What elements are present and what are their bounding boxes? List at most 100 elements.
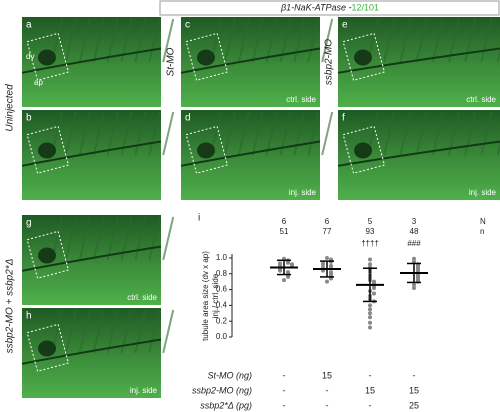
somite [431, 111, 444, 156]
panel-label: i [198, 213, 200, 224]
somite [106, 111, 119, 156]
somite [415, 18, 428, 63]
data-point [368, 325, 372, 330]
row-label: St-MO [166, 47, 177, 76]
data-point [290, 263, 294, 268]
data-point [325, 255, 329, 260]
somite [78, 18, 91, 63]
somite [92, 216, 105, 261]
somite [307, 18, 320, 63]
roi-box [342, 125, 386, 174]
data-point [368, 315, 372, 320]
condition-label: ssbp2-MO (ng) [192, 385, 252, 395]
y-axis-label: tubule area size (dv x ap) [201, 251, 210, 341]
gut-line [21, 47, 162, 74]
condition-label: ssbp2*Δ (pg) [200, 400, 252, 410]
y-tick-label: 0.0 [216, 332, 228, 341]
somite [162, 111, 175, 156]
somite [148, 18, 161, 63]
somite [251, 111, 264, 156]
roi-box [26, 230, 70, 279]
row-label: Uninjected [5, 84, 16, 132]
side-label: inj. side [469, 188, 497, 197]
pronephros [38, 340, 56, 357]
gut-line [180, 140, 321, 167]
N-label: N [480, 217, 486, 226]
gut-line [21, 140, 162, 167]
gut-line [21, 245, 162, 272]
pronephros [197, 49, 215, 66]
data-point [368, 262, 372, 267]
n-value: 93 [366, 227, 375, 236]
data-point [372, 291, 376, 296]
somite [106, 309, 119, 354]
somite [265, 18, 278, 63]
y-tick-label: 0.6 [216, 285, 228, 294]
pronephros [197, 142, 215, 159]
somite [415, 111, 428, 156]
side-label: inj. side [130, 386, 158, 395]
somite [399, 18, 412, 63]
gut-line [180, 47, 321, 74]
somite [480, 18, 493, 63]
somite [237, 111, 250, 156]
somite [92, 309, 105, 354]
condition-value: - [326, 385, 329, 395]
condition-value: - [283, 400, 286, 410]
condition-value: 15 [409, 385, 419, 395]
data-point [372, 285, 376, 290]
somite [134, 216, 147, 261]
somite [64, 309, 77, 354]
somite [293, 18, 306, 63]
somite [92, 18, 105, 63]
header-count: 12/101 [351, 3, 379, 13]
gut-line [337, 140, 500, 167]
significance: ### [407, 239, 421, 248]
pronephros [38, 142, 56, 159]
data-point [286, 274, 290, 279]
somite [134, 18, 147, 63]
y-tick-label: 1.0 [216, 253, 228, 262]
N-value: 6 [325, 217, 330, 226]
data-point [368, 303, 372, 308]
significance: †††† [361, 239, 379, 248]
header-box [159, 0, 500, 16]
somite [148, 309, 161, 354]
data-point [368, 257, 372, 262]
axis-dv: dv [26, 52, 34, 61]
data-point [412, 256, 416, 261]
data-point [286, 260, 290, 265]
somite [431, 18, 444, 63]
pronephros [38, 49, 56, 66]
side-label: ctrl. side [466, 95, 496, 104]
data-point [329, 264, 333, 269]
panel-label: a [26, 20, 32, 31]
somite [64, 18, 77, 63]
panel-label: d [185, 113, 191, 124]
somite [480, 111, 493, 156]
N-value: 3 [412, 217, 417, 226]
somite [148, 216, 161, 261]
n-value: 77 [323, 227, 332, 236]
row-label: ssbp2-MO [324, 39, 335, 85]
roi-box [185, 32, 229, 81]
condition-value: - [283, 385, 286, 395]
panel-label: e [342, 20, 348, 31]
header-title: β1-NaK-ATPase - [280, 3, 352, 13]
somite [134, 309, 147, 354]
condition-value: - [283, 370, 286, 380]
somite [78, 111, 91, 156]
y-tick-label: 0.8 [216, 269, 228, 278]
panel-label: g [26, 218, 32, 229]
pronephros [354, 142, 372, 159]
somite [399, 111, 412, 156]
somite [496, 47, 500, 63]
condition-value: 15 [322, 370, 332, 380]
n-value: 51 [280, 227, 289, 236]
somite [223, 18, 236, 63]
somite [106, 216, 119, 261]
data-point [368, 307, 372, 312]
somite [321, 111, 334, 156]
